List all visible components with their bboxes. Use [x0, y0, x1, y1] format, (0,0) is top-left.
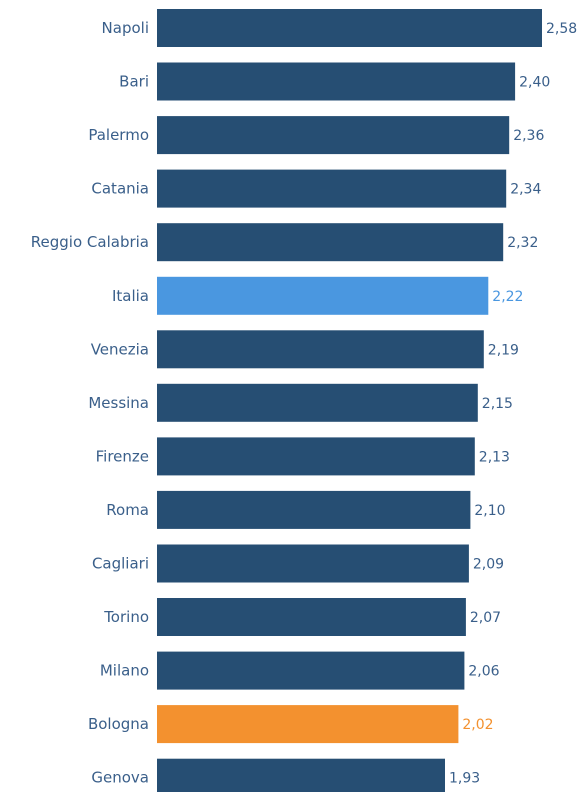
value-label-messina: 2,15: [482, 396, 513, 412]
bar-palermo: [157, 116, 510, 155]
category-label-italia: Italia: [112, 287, 149, 305]
value-label-reggio-calabria: 2,32: [507, 235, 538, 251]
category-label-catania: Catania: [91, 180, 149, 198]
bar-napoli: [157, 9, 542, 47]
value-label-cagliari: 2,09: [473, 557, 504, 573]
category-label-palermo: Palermo: [88, 126, 149, 144]
value-label-bari: 2,40: [519, 75, 550, 91]
bar-milano: [157, 651, 465, 690]
bar-torino: [157, 598, 466, 636]
value-labels: 2,58 2,40 2,36 2,34 2,32 2,22 2,19 2,15 2,13 2,10…: [449, 21, 577, 787]
category-label-genova: Genova: [91, 769, 149, 787]
bar-italia: [157, 276, 489, 315]
category-label-venezia: Venezia: [91, 340, 149, 358]
category-label-bari: Bari: [119, 73, 149, 91]
bar-reggio-calabria: [157, 223, 504, 262]
value-label-milano: 2,06: [468, 664, 499, 680]
bars-group: [157, 9, 542, 792]
category-label-firenze: Firenze: [96, 447, 149, 465]
value-label-torino: 2,07: [470, 610, 501, 626]
category-label-napoli: Napoli: [102, 19, 149, 37]
value-label-genova: 1,93: [449, 771, 480, 787]
category-label-bologna: Bologna: [88, 715, 149, 733]
bar-catania: [157, 169, 507, 208]
value-label-catania: 2,34: [510, 182, 541, 198]
value-label-firenze: 2,13: [479, 449, 510, 465]
bar-roma: [157, 490, 471, 529]
bar-genova: [157, 758, 445, 792]
value-label-napoli: 2,58: [546, 21, 577, 37]
category-label-messina: Messina: [88, 394, 149, 412]
category-label-torino: Torino: [103, 608, 149, 626]
category-label-reggio-calabria: Reggio Calabria: [31, 233, 149, 251]
value-label-italia: 2,22: [492, 289, 523, 305]
value-label-venezia: 2,19: [488, 342, 519, 358]
value-label-palermo: 2,36: [513, 128, 544, 144]
category-label-roma: Roma: [106, 501, 149, 519]
bar-bologna: [157, 705, 459, 744]
category-label-cagliari: Cagliari: [92, 555, 149, 573]
bar-cagliari: [157, 544, 469, 583]
category-label-milano: Milano: [100, 662, 149, 680]
bar-messina: [157, 383, 478, 422]
category-labels: Napoli Bari Palermo Catania Reggio Calabria I…: [31, 19, 149, 787]
bar-bari: [157, 62, 516, 101]
bar-venezia: [157, 330, 484, 369]
value-label-roma: 2,10: [474, 503, 505, 519]
bar-firenze: [157, 437, 475, 476]
value-label-bologna: 2,02: [462, 717, 493, 733]
